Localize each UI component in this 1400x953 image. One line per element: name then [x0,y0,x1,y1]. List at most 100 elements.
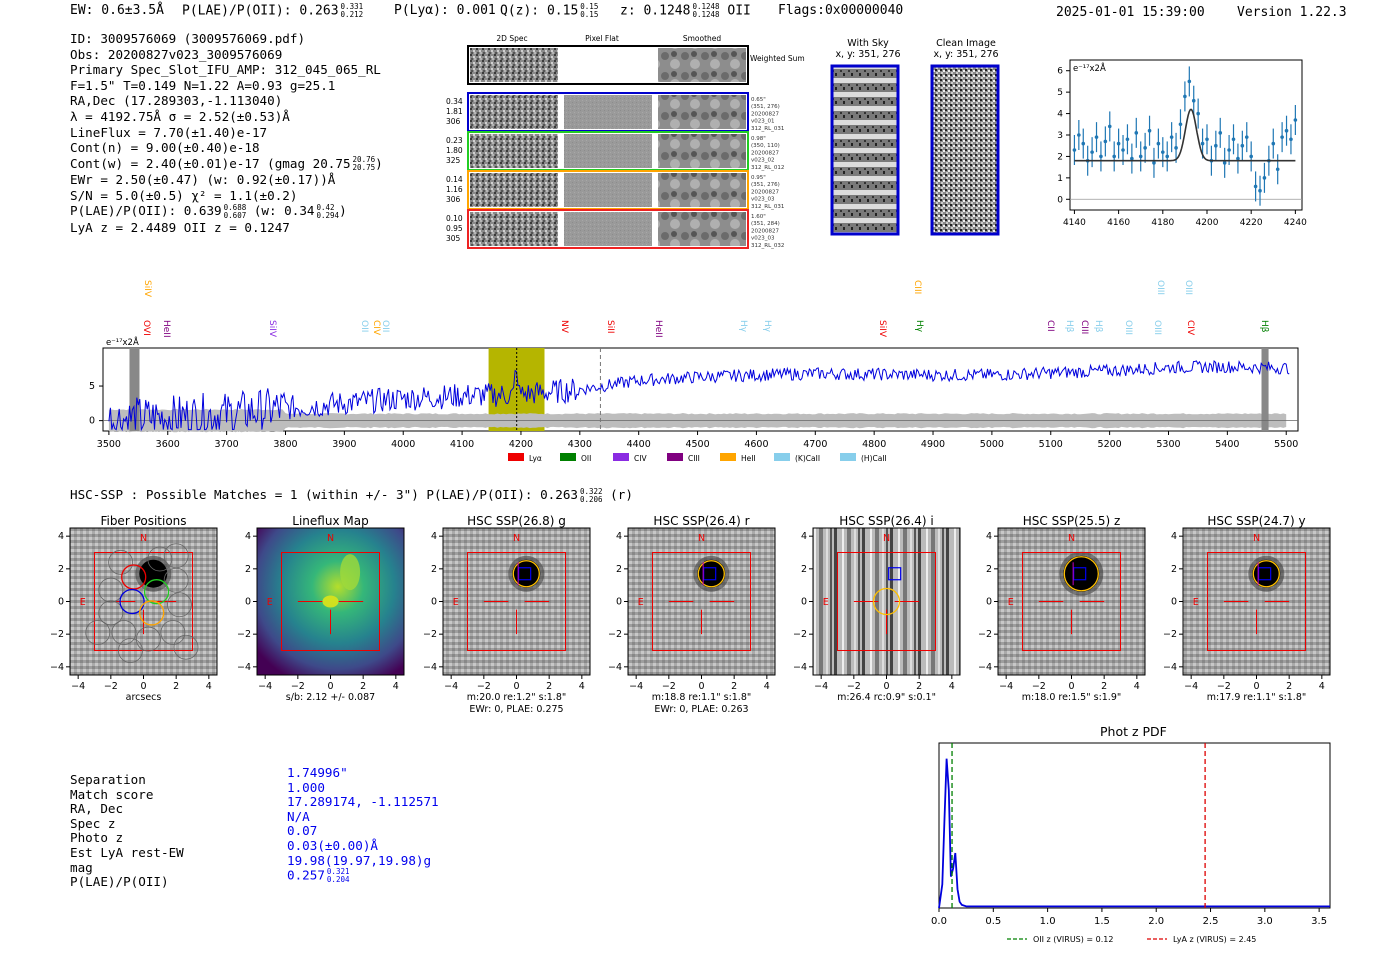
hsc-image [442,527,591,676]
match-value-3: N/A [287,808,310,824]
zoom-point [1116,141,1121,146]
hsc-north-label: N [513,533,520,544]
hsc-aperture [1063,556,1099,592]
full-line-label-lower: NV [559,320,569,334]
cutout-smooth-3 [658,212,746,246]
full-line-label-lower: SiIV [877,320,887,338]
zoom-axes-frame [1069,59,1303,211]
cutout-smooth-2 [658,173,746,207]
full-xtick-label: 4400 [627,439,651,450]
full-xtick-label: 4300 [568,439,592,450]
photz-legend-oii: OII z (VIRUS) = 0.12 [1033,935,1113,944]
zoom-ytick-label: 6 [1057,67,1063,77]
full-line-label-upper: CIII [912,280,922,294]
photz-xtick-label: 0.5 [985,916,1001,927]
full-ytick-label: 5 [89,381,95,392]
cutout-info-1-2: 20200827 [751,150,779,156]
full-legend-swatch [613,453,629,461]
hsc-catalog-box [888,567,902,581]
hsc-north-label: N [1253,533,1260,544]
full-flux-line [108,359,1290,432]
hsc-xtick-label: −2 [291,681,305,692]
zoom-ytick-label: 5 [1057,88,1063,98]
hsc-panel-6: HSC SSP(24.7) y N E −4 −4 −2 −2 0 0 2 2 4 4 m:17.9 re… [1163,514,1331,703]
full-legend-swatch [560,453,576,461]
match-label-2: RA, Dec [70,801,124,817]
hsc-xtick-label: −2 [662,681,676,692]
full-legend-swatch [720,453,736,461]
cutout-2dspec-3 [470,212,558,246]
match-value-4: 0.07 [287,823,318,839]
full-line-label-upper: OIII [1183,280,1193,295]
info-block: ID: 3009576069 (3009576069.pdf) Obs: 202… [70,31,383,236]
with-sky-image [830,64,900,236]
fiber-circle [85,620,111,645]
hsc-ytick-label: 4 [245,531,251,542]
photz-ticks: 0.0 0.5 1.0 1.5 2.0 2.5 3.0 3.5 [931,908,1327,927]
full-xtick-label: 3900 [332,439,356,450]
full-xtick-label: 3600 [156,439,180,450]
zoom-point [1187,79,1192,84]
col-header-2dspec: 2D Spec [496,34,527,43]
hsc-ytick-label: 4 [801,531,807,542]
hsc-xtick-label: −2 [104,681,118,692]
full-legend-swatch [774,453,790,461]
full-xtick-label: 5200 [1098,439,1122,450]
zoom-ytick-label: 2 [1057,152,1063,162]
full-line-label-lower: CIV [371,320,381,336]
full-ytick-label: 0 [89,416,95,427]
photz-xtick-label: 1.0 [1040,916,1056,927]
info-radec: RA,Dec (17.289303,-1.113040) [70,93,283,109]
hsc-ytick-label: 4 [431,531,437,542]
hsc-panels-group: Fiber Positions N E −4 −4 −2 −2 0 0 2 2 4 4 arcsecs Li… [50,514,1331,715]
cutout-smooth-1 [658,134,746,168]
hsc-catalog-box [1258,567,1272,581]
info-ewr: EWr = 2.50(±0.47) (w: 0.92(±0.17))Å [70,172,336,188]
cutout-info-1-4: 312_RL_012 [751,165,784,171]
info-sn: S/N = 5.0(±0.5) χ² = 1.1(±0.2) [70,187,298,203]
cutout-flat-2 [564,173,652,207]
hsc-xtick-label: 2 [731,681,737,692]
hsc-catalog-box [1073,567,1087,581]
full-legend-label: CIII [688,454,700,463]
full-line-label-lower: CIII [1079,320,1089,334]
zoom-point [1293,118,1298,122]
full-line-label-lower: OII [359,320,369,332]
match-label-4: Photo z [70,830,124,846]
full-xtick-label: 3700 [215,439,239,450]
col-header-smoothed: Smoothed [683,34,722,43]
cutout-panel: 2D Spec Pixel Flat Smoothed Weighted Sum… [446,34,805,249]
full-line-label-lower: OII [380,320,390,332]
full-xtick-label: 4900 [921,439,945,450]
full-xtick-label: 4700 [803,439,827,450]
zoom-model-line [1074,108,1296,162]
zoom-ytick-label: 1 [1057,174,1063,184]
match-value-5: 0.03(±0.00)Å [287,837,378,853]
full-xtick-label: 5400 [1215,439,1239,450]
hsc-xtick-label: −2 [1217,681,1231,692]
cutout-info-1-0: 0.98" [751,136,766,142]
fiber-circle [160,620,186,645]
full-xtick-label: 5500 [1274,439,1298,450]
hsc-ytick-label: 4 [1171,531,1177,542]
header-datetime: 2025-01-01 15:39:00 [1056,5,1205,20]
hsc-xtick-label: −4 [629,681,643,692]
hsc-ytick-label: 0 [245,597,251,608]
full-xtick-label: 5000 [980,439,1004,450]
full-line-label-lower: Hβ [1259,320,1269,333]
fiber-circle-highlight [119,588,145,615]
full-legend-label: (K)CaII [795,454,820,463]
fiber-circle [173,634,199,660]
hsc-ytick-label: 4 [616,531,622,542]
full-xtick-label: 4600 [744,439,768,450]
hsc-ytick-label: −2 [608,629,622,640]
full-legend-label: OII [581,454,591,463]
zoom-point [1222,161,1227,165]
hsc-xtick-label: 0 [140,681,146,692]
full-line-label-upper: SiIV [142,280,152,298]
hsc-caption1: m:26.4 rc:0.9" s:0.1" [837,692,936,703]
match-value-1: 1.000 [287,779,325,795]
info-contw: Cont(w) = 2.40(±0.01)e-17 (gmag 20.75 20.… [70,155,383,173]
